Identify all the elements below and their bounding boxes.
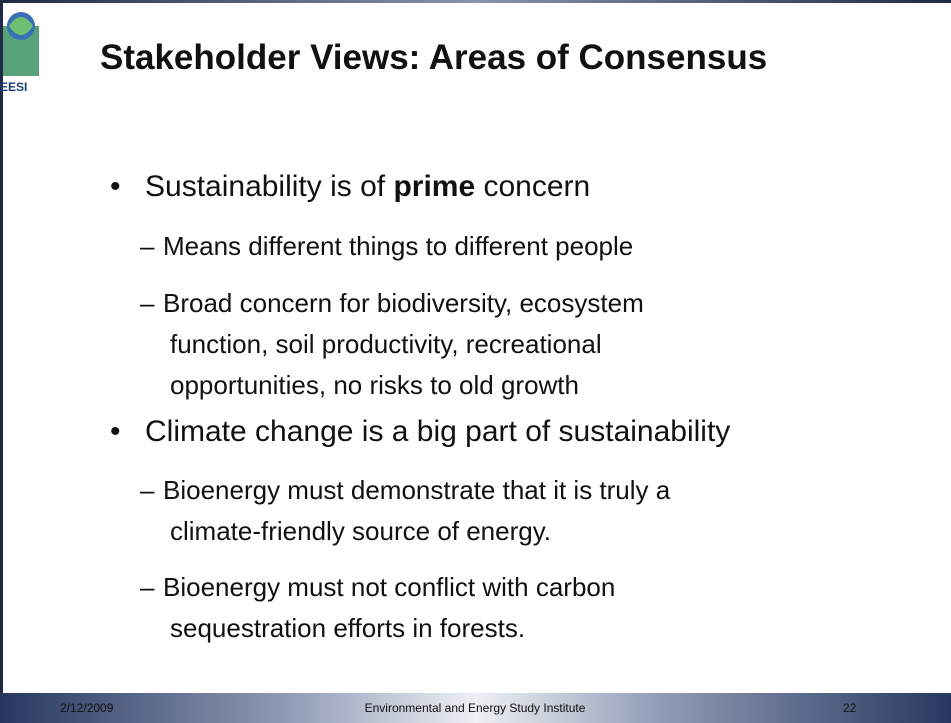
sub-bullet-text: Bioenergy must demonstrate that it is tr… — [163, 475, 671, 505]
text-run: concern — [475, 170, 591, 203]
sub-bullet-dash: – — [140, 475, 155, 505]
sub-bullet-dash: – — [140, 231, 155, 261]
bold-text: prime — [393, 170, 476, 203]
bullet-text: Climate change is a big part of sustaina… — [145, 415, 730, 449]
footer: 2/12/2009 Environmental and Energy Study… — [0, 693, 951, 723]
sub-bullet-text: sequestration efforts in forests. — [170, 613, 526, 643]
text-run: Sustainability is of — [145, 170, 394, 203]
logo-text: EESI — [0, 80, 28, 94]
frame-top — [0, 0, 951, 3]
sub-bullet-text: function, soil productivity, recreationa… — [170, 329, 602, 359]
footer-organization: Environmental and Energy Study Institute — [364, 701, 586, 715]
sub-bullet-dash: – — [140, 288, 155, 318]
slide-title: Stakeholder Views: Areas of Consensus — [100, 38, 768, 77]
sub-bullet-text: Means different things to different peop… — [163, 231, 634, 261]
footer-date: 2/12/2009 — [60, 701, 114, 715]
logo-icon — [3, 12, 39, 76]
frame-left — [0, 0, 3, 693]
sub-bullet-text: Broad concern for biodiversity, ecosyste… — [163, 288, 644, 318]
footer-page: 22 — [843, 701, 857, 715]
sub-bullet-text: climate-friendly source of energy. — [170, 516, 552, 546]
bullet-text: Sustainability is of prime concern — [145, 170, 590, 204]
sub-bullet-text: opportunities, no risks to old growth — [170, 370, 579, 400]
text-run: Climate change is a big part of sustaina… — [145, 415, 731, 448]
bullet-dot: • — [110, 415, 121, 448]
sub-bullet-text: Bioenergy must not conflict with carbon — [163, 572, 616, 602]
bullet-dot: • — [110, 170, 121, 203]
sub-bullet-dash: – — [140, 572, 155, 602]
